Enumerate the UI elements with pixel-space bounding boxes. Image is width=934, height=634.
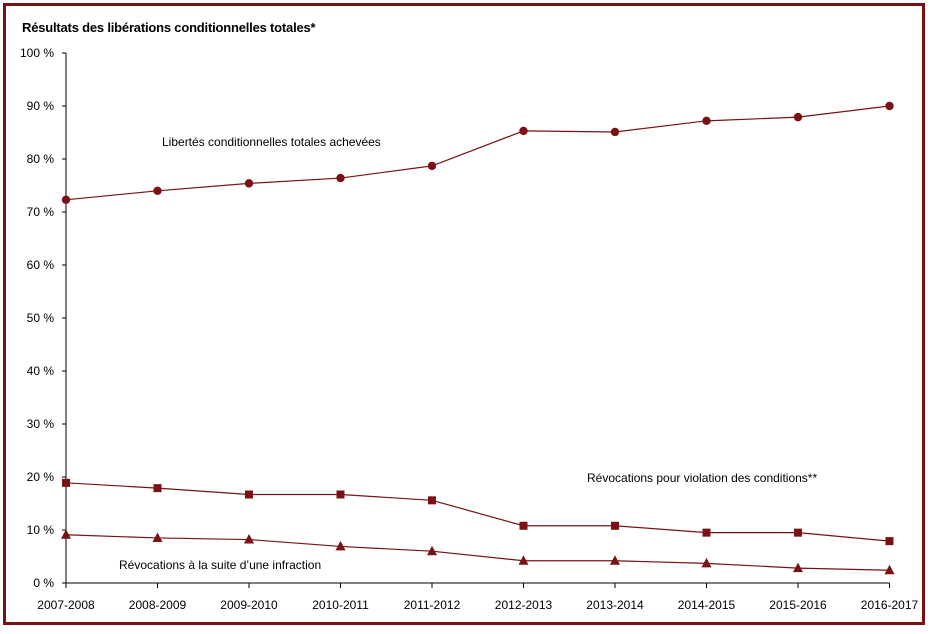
y-tick-label: 50 % (27, 311, 55, 325)
data-point-triangle (152, 532, 163, 542)
data-point-circle (244, 179, 254, 188)
series-line (65, 482, 890, 542)
x-tick-label: 2014-2015 (678, 598, 736, 612)
data-point-circle (61, 195, 71, 205)
y-tick-label: 60 % (27, 258, 55, 272)
y-tick-label: 40 % (27, 364, 55, 378)
data-point-circle (702, 116, 711, 126)
data-point-square (336, 490, 345, 499)
data-point-triangle (518, 555, 529, 565)
series-group (61, 101, 895, 575)
data-point-triangle (244, 534, 254, 544)
series-labels: Libertés conditionnelles totales achevée… (119, 135, 817, 572)
series-3 (61, 529, 895, 575)
x-tick-label: 2011-2012 (404, 598, 461, 612)
x-tick-label: 2007-2008 (37, 598, 95, 612)
data-point-square (62, 478, 70, 487)
series-line (65, 105, 890, 201)
x-tick-label: 2013-2014 (586, 598, 644, 612)
data-point-square (428, 496, 436, 505)
x-tick-label: 2008-2009 (129, 598, 187, 612)
data-point-square (611, 521, 619, 530)
data-point-square (245, 490, 253, 499)
y-tick-label: 10 % (27, 523, 55, 537)
chart-title: Résultats des libérations conditionnelle… (22, 20, 316, 35)
y-tick-label: 20 % (27, 470, 55, 484)
x-tick-label: 2012-2013 (495, 598, 553, 612)
series-label-infractions: Révocations à la suite d’une infraction (119, 558, 321, 572)
x-tick-label: 2015-2016 (769, 598, 827, 612)
data-point-square (885, 537, 894, 546)
data-point-square (794, 528, 802, 537)
data-point-triangle (335, 540, 346, 551)
data-point-circle (153, 186, 162, 195)
data-point-circle (885, 101, 894, 111)
series-2 (62, 478, 894, 546)
y-axis-ticks: 0 % 10 % 20 % 30 % 40 % 50 % 60 % 70 % 80 % 90 % 1… (20, 46, 66, 590)
x-tick-label: 2010-2011 (312, 598, 369, 612)
series-line (65, 534, 890, 571)
y-tick-label: 90 % (27, 99, 55, 113)
data-point-triangle (793, 562, 803, 573)
data-point-circle (427, 161, 437, 171)
data-point-square (702, 528, 711, 537)
series-1 (61, 101, 894, 205)
series-label-violations: Révocations pour violation des condition… (587, 471, 817, 485)
data-point-triangle (427, 545, 437, 556)
x-tick-label: 2016-2017 (861, 598, 919, 612)
data-point-square (519, 521, 528, 530)
data-point-triangle (61, 529, 71, 539)
data-point-circle (336, 173, 345, 183)
data-point-circle (519, 126, 528, 136)
y-tick-label: 100 % (20, 46, 54, 60)
y-tick-label: 30 % (27, 417, 55, 431)
data-point-triangle (701, 557, 712, 568)
data-point-circle (610, 127, 620, 137)
data-point-circle (793, 112, 803, 122)
data-point-square (153, 484, 162, 493)
axes (65, 53, 890, 584)
y-tick-label: 70 % (27, 205, 55, 219)
data-point-triangle (610, 555, 620, 565)
y-tick-label: 0 % (33, 576, 54, 590)
x-axis-ticks: 2007-2008 2008-2009 2009-2010 2010-2011 2011… (37, 583, 919, 612)
y-tick-label: 80 % (27, 152, 55, 166)
chart-frame (3, 3, 925, 625)
x-tick-label: 2009-2010 (220, 598, 278, 612)
series-label-liberations: Libertés conditionnelles totales achevée… (162, 135, 381, 149)
data-point-triangle (884, 564, 895, 575)
